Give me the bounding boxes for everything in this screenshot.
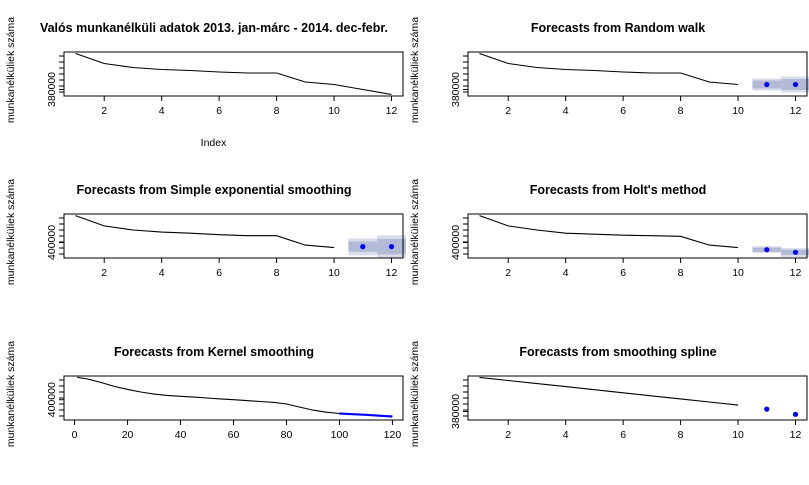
- y-axis-label: munkanélküliek száma: [5, 179, 17, 285]
- series-line: [479, 215, 739, 249]
- forecast-point: [792, 411, 799, 417]
- chart-panel-5: Forecasts from Kernel smoothing munkanélk…: [5, 341, 404, 447]
- forecast-point: [792, 81, 799, 88]
- x-tick-label: 100: [331, 429, 349, 441]
- x-tick-label: 6: [620, 267, 626, 279]
- forecast-point: [764, 81, 770, 88]
- series-line: [77, 376, 340, 415]
- chart-title: Valós munkanélküli adatok 2013. jan-márc…: [40, 21, 388, 35]
- x-tick-label: 10: [732, 267, 744, 279]
- series-line: [75, 215, 335, 249]
- x-tick-label: 4: [159, 267, 165, 279]
- y-tick-label: 380000: [450, 72, 462, 107]
- y-axis-label: munkanélküliek száma: [5, 17, 17, 123]
- chart-title: Forecasts from Kernel smoothing: [114, 345, 314, 359]
- x-tick-label: 2: [505, 267, 511, 279]
- x-tick-label: 12: [386, 267, 398, 279]
- chart-title: Forecasts from Random walk: [531, 21, 705, 35]
- forecast-point: [764, 406, 770, 412]
- x-tick-label: 8: [678, 105, 684, 117]
- forecast-point: [792, 249, 799, 255]
- forecast-point: [388, 244, 395, 250]
- x-tick-label: 6: [216, 267, 222, 279]
- x-tick-label: 8: [274, 267, 280, 279]
- x-tick-label: 10: [328, 105, 340, 117]
- chart-panel-1: Valós munkanélküli adatok 2013. jan-márc…: [5, 17, 404, 149]
- x-tick-label: 6: [620, 429, 626, 441]
- x-tick-label: 40: [175, 429, 187, 441]
- chart-title: Forecasts from Holt's method: [530, 183, 707, 197]
- chart-title: Forecasts from smoothing spline: [519, 345, 716, 359]
- forecast-line: [339, 412, 393, 418]
- x-tick-label: 2: [101, 267, 107, 279]
- forecast-point: [764, 247, 770, 253]
- x-tick-label: 10: [328, 267, 340, 279]
- x-tick-label: 4: [159, 105, 165, 117]
- y-axis-label: munkanélküliek száma: [5, 341, 17, 447]
- x-tick-label: 20: [122, 429, 134, 441]
- x-tick-label: 120: [384, 429, 402, 441]
- chart-panel-4: Forecasts from Holt's method munkanélküli…: [409, 179, 809, 285]
- y-tick-label: 380000: [46, 72, 58, 107]
- x-tick-label: 80: [281, 429, 293, 441]
- x-tick-label: 4: [563, 267, 569, 279]
- x-tick-label: 12: [790, 429, 802, 441]
- x-tick-label: 4: [563, 105, 569, 117]
- series-line: [479, 52, 739, 86]
- x-axis-label: Index: [201, 137, 227, 149]
- chart-title: Forecasts from Simple exponential smooth…: [76, 183, 351, 197]
- x-tick-label: 10: [732, 105, 744, 117]
- y-axis-label: munkanélküliek száma: [409, 179, 421, 285]
- x-tick-label: 8: [678, 267, 684, 279]
- x-tick-label: 12: [790, 105, 802, 117]
- y-tick-label: 400000: [46, 225, 58, 260]
- x-tick-label: 2: [505, 105, 511, 117]
- x-tick-label: 8: [274, 105, 280, 117]
- y-axis-label: munkanélküliek száma: [409, 341, 421, 447]
- plot-frame: [63, 51, 404, 97]
- y-tick-label: 380000: [450, 394, 462, 429]
- x-tick-label: 2: [505, 429, 511, 441]
- x-tick-label: 8: [678, 429, 684, 441]
- x-tick-label: 0: [72, 429, 78, 441]
- chart-panel-3: Forecasts from Simple exponential smooth…: [5, 179, 406, 285]
- y-tick-label: 400000: [450, 225, 462, 260]
- x-tick-label: 12: [790, 267, 802, 279]
- x-tick-label: 60: [228, 429, 240, 441]
- series-line: [479, 376, 739, 406]
- x-tick-label: 12: [386, 105, 398, 117]
- plot-frame: [467, 375, 808, 421]
- forecast-point: [360, 244, 366, 250]
- chart-panel-6: Forecasts from smoothing spline munkanélk…: [409, 341, 808, 447]
- x-tick-label: 4: [563, 429, 569, 441]
- x-tick-label: 2: [101, 105, 107, 117]
- y-axis-label: munkanélküliek száma: [409, 17, 421, 123]
- x-tick-label: 10: [732, 429, 744, 441]
- y-tick-label: 400000: [46, 382, 58, 417]
- chart-panel-2: Forecasts from Random walk munkanélküliek…: [409, 17, 809, 123]
- x-tick-label: 6: [620, 105, 626, 117]
- x-tick-label: 6: [216, 105, 222, 117]
- series-line: [75, 52, 392, 96]
